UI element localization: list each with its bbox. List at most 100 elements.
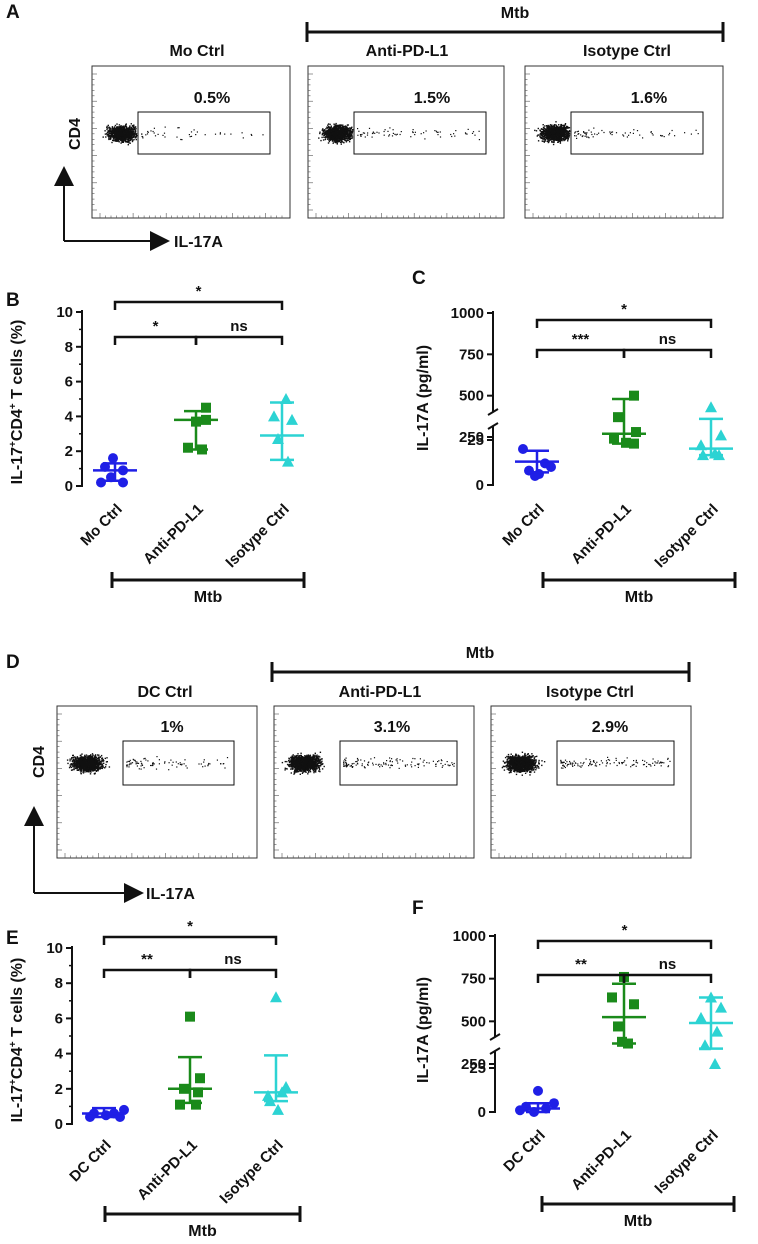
event-dot: [121, 141, 123, 143]
event-dot: [566, 131, 569, 133]
event-dot: [86, 766, 88, 768]
event-dot: [83, 766, 85, 768]
event-dot: [82, 759, 85, 761]
event-dot: [163, 132, 166, 134]
event-dot: [129, 763, 131, 765]
event-dot: [92, 770, 94, 772]
event-dot: [557, 139, 559, 141]
event-dot: [394, 133, 396, 135]
event-dot: [329, 137, 332, 139]
event-dot: [193, 129, 195, 131]
event-dot: [89, 757, 91, 759]
event-dot: [75, 764, 77, 766]
event-dot: [132, 132, 134, 134]
event-dot: [327, 136, 329, 138]
event-dot: [84, 771, 86, 773]
event-dot: [147, 130, 149, 133]
event-dot: [342, 131, 345, 134]
event-dot: [434, 130, 436, 132]
event-dot: [650, 131, 652, 133]
event-dot: [543, 127, 545, 129]
event-dot: [132, 136, 134, 139]
event-dot: [106, 128, 108, 131]
event-dot: [203, 761, 205, 763]
event-dot: [564, 131, 566, 133]
event-dot: [549, 129, 551, 131]
event-dot: [111, 130, 114, 132]
event-dot: [135, 136, 137, 138]
event-dot: [329, 137, 331, 139]
event-dot: [117, 134, 119, 136]
event-dot: [75, 766, 77, 768]
flow-group-label: Isotype Ctrl: [583, 43, 671, 60]
event-dot: [72, 762, 74, 764]
event-dot: [112, 127, 114, 129]
event-dot: [102, 765, 104, 767]
event-dot: [342, 137, 344, 139]
event-dot: [106, 132, 108, 135]
event-dot: [471, 132, 474, 134]
event-dot: [555, 132, 557, 134]
event-dot: [585, 132, 587, 134]
event-dot: [136, 762, 138, 764]
event-dot: [663, 136, 665, 138]
event-dot: [116, 126, 119, 128]
event-dot: [90, 754, 92, 756]
event-dot: [324, 132, 326, 134]
event-dot: [119, 132, 121, 134]
event-dot: [330, 129, 332, 131]
event-dot: [603, 131, 605, 134]
event-dot: [188, 134, 190, 136]
event-dot: [104, 757, 106, 760]
event-dot: [95, 759, 97, 761]
event-dot: [114, 138, 116, 141]
event-dot: [79, 756, 81, 759]
event-dot: [112, 132, 114, 135]
event-dot: [542, 124, 544, 126]
event-dot: [130, 135, 133, 138]
event-dot: [611, 131, 614, 133]
event-dot: [544, 139, 546, 141]
event-dot: [150, 130, 152, 132]
event-dot: [89, 768, 92, 770]
event-dot: [116, 123, 118, 125]
event-dot: [133, 132, 135, 134]
event-dot: [420, 133, 422, 135]
event-dot: [695, 129, 697, 131]
event-dot: [555, 134, 557, 137]
event-dot: [551, 132, 553, 135]
event-dot: [208, 762, 210, 765]
event-dot: [78, 768, 81, 770]
event-dot: [190, 131, 193, 133]
event-dot: [396, 133, 398, 135]
event-dot: [391, 135, 394, 137]
event-dot: [97, 768, 100, 771]
event-dot: [123, 133, 125, 136]
event-dot: [85, 761, 88, 764]
event-dot: [128, 142, 130, 144]
gate-box: [122, 740, 235, 786]
event-dot: [91, 758, 94, 761]
event-dot: [113, 131, 115, 134]
event-dot: [117, 126, 119, 128]
event-dot: [113, 126, 116, 128]
event-dot: [82, 768, 84, 771]
event-dot: [331, 137, 333, 139]
event-dot: [548, 133, 550, 135]
event-dot: [368, 127, 371, 129]
event-dot: [628, 134, 630, 136]
event-dot: [334, 129, 336, 131]
event-dot: [325, 130, 328, 132]
event-dot: [334, 135, 336, 137]
event-dot: [140, 768, 142, 770]
event-dot: [120, 130, 122, 133]
event-dot: [132, 129, 134, 131]
event-dot: [100, 767, 102, 769]
event-dot: [568, 136, 570, 138]
event-dot: [371, 136, 373, 138]
event-dot: [333, 137, 335, 139]
mtb-label: Mtb: [501, 5, 530, 22]
event-dot: [226, 757, 229, 759]
event-dot: [389, 127, 391, 129]
event-dot: [574, 135, 576, 137]
